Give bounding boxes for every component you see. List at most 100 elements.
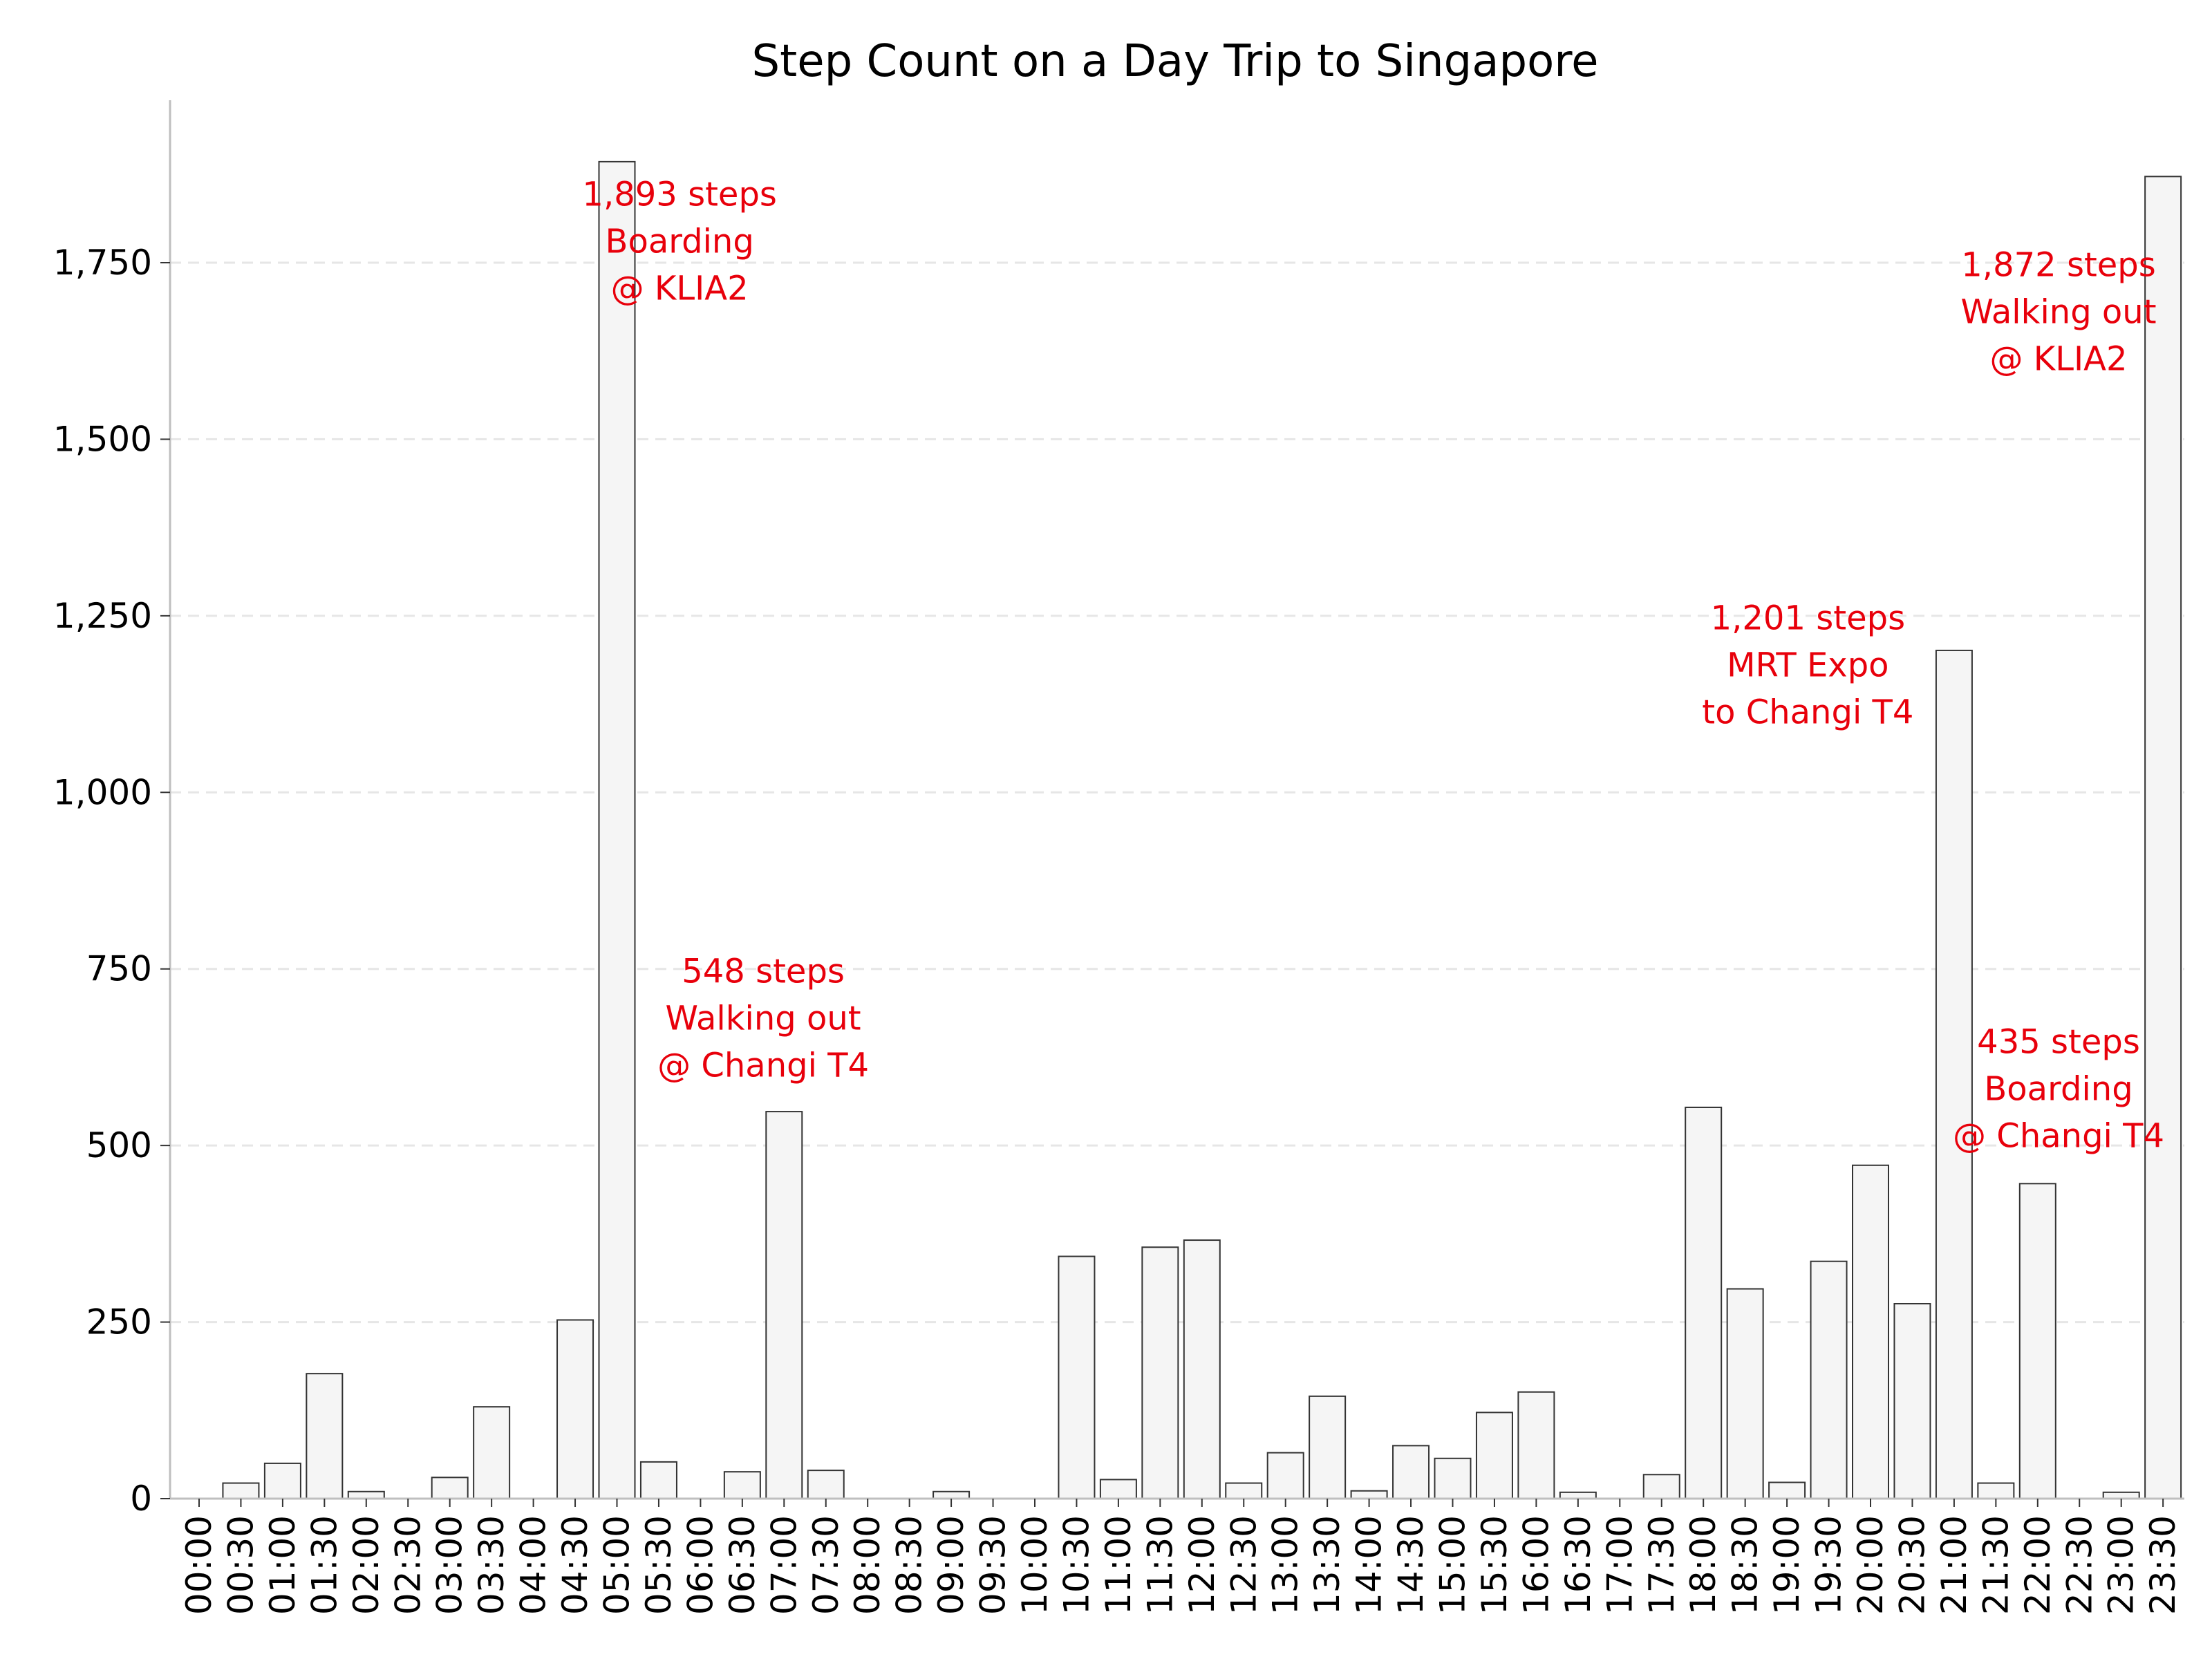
bar [2144,176,2182,1499]
annotation-line: @ Changi T4 [1953,1116,2164,1155]
bar [1726,1288,1764,1500]
x-tick-label: 03:00 [430,1515,470,1615]
bar [1266,1452,1304,1499]
bar [639,1461,677,1499]
bar [1852,1164,1889,1500]
x-tick-label: 13:00 [1266,1515,1306,1615]
bar [1225,1482,1263,1499]
x-tick-label: 08:00 [847,1515,888,1615]
annotation-line: Boarding [606,222,754,261]
x-tick-label: 01:00 [263,1515,303,1615]
bar [807,1470,845,1500]
x-tick-label: 04:00 [514,1515,554,1615]
annotation-line: to Changi T4 [1702,693,1913,731]
annotation-line: @ KLIA2 [1990,340,2128,379]
bar [1685,1106,1723,1499]
y-tick-label: 750 [86,949,152,989]
x-tick-label: 13:30 [1307,1515,1347,1615]
x-tick-label: 06:30 [722,1515,762,1615]
bar [1392,1445,1430,1499]
bar [932,1490,971,1499]
x-tick-label: 10:30 [1056,1515,1096,1615]
annotation: 1,201 steps MRT Expo to Changi T4 [1702,599,1913,731]
x-tick-label: 00:30 [221,1515,261,1615]
x-tick-label: 23:30 [2143,1515,2183,1615]
bar [263,1462,301,1499]
x-tick-label: 15:30 [1474,1515,1515,1615]
gridlines [170,261,2184,1324]
axes [169,100,2184,1500]
bars [222,160,2182,1500]
x-tick-label: 12:00 [1182,1515,1222,1615]
x-tick-label: 21:30 [1976,1515,2016,1615]
bar [306,1373,344,1499]
x-tick-label: 22:30 [2059,1515,2099,1615]
bar [1893,1303,1931,1500]
y-tick-label: 500 [86,1125,152,1165]
x-tick-label: 00:00 [179,1515,219,1615]
y-tick-label: 1,000 [53,772,152,812]
x-tick-label: 23:00 [2101,1515,2141,1615]
x-tick-label: 07:00 [764,1515,804,1615]
x-tick-label: 20:30 [1892,1515,1932,1615]
annotations: 1,893 steps Boarding @ KLIA2 548 steps Walki… [582,175,2164,1155]
bar [222,1482,260,1499]
x-tick-label: 16:30 [1558,1515,1598,1615]
bar [598,160,636,1499]
bar [473,1406,511,1499]
bar [1058,1255,1096,1499]
bar [1183,1239,1221,1499]
y-tick-label: 250 [86,1302,152,1342]
bar [765,1111,803,1499]
x-tick-label: 17:00 [1600,1515,1640,1615]
x-tick-label: 18:00 [1683,1515,1723,1615]
annotation-line: @ Changi T4 [657,1046,869,1085]
annotation-line: @ KLIA2 [611,269,749,308]
x-tick-label: 22:00 [2018,1515,2058,1615]
x-tick-label: 14:00 [1349,1515,1389,1615]
x-tick-label: 06:00 [680,1515,720,1615]
bar [1309,1395,1347,1499]
annotation-line: 1,872 steps [1961,246,2156,285]
x-tick-label: 02:00 [346,1515,386,1615]
bar [1768,1481,1806,1499]
y-tick-label: 1,250 [53,596,152,636]
bar [1350,1490,1388,1500]
y-tick-label: 0 [130,1479,152,1519]
y-tick-label: 1,750 [53,243,152,283]
bar [1434,1457,1472,1500]
chart-title: Step Count on a Day Trip to Singapore [751,36,1598,87]
x-tick-label: 16:00 [1516,1515,1556,1615]
x-tick-label: 09:00 [931,1515,971,1615]
annotation: 435 steps Boarding @ Changi T4 [1953,1022,2164,1155]
bar [1141,1246,1179,1499]
bar [1475,1412,1513,1499]
x-tick-label: 20:00 [1850,1515,1891,1615]
bar [347,1490,385,1499]
x-tick-label: 03:30 [471,1515,512,1615]
annotation-line: 1,201 steps [1711,599,1906,637]
x-tick-label: 11:30 [1140,1515,1180,1615]
x-tick-label: 18:30 [1725,1515,1765,1615]
x-tick-label: 14:30 [1391,1515,1431,1615]
bar [1977,1482,2015,1499]
annotation-line: Walking out [1961,293,2157,332]
x-tick-label: 12:30 [1224,1515,1264,1615]
x-tick-label: 02:30 [388,1515,428,1615]
bar [1642,1474,1680,1500]
bar [556,1319,594,1500]
annotation-line: 548 steps [682,952,845,991]
x-tick-label: 08:30 [890,1515,930,1615]
annotation-line: Boarding [1984,1069,2133,1108]
bar [1810,1260,1848,1499]
x-tick-label: 19:30 [1809,1515,1849,1615]
annotation-line: 1,893 steps [582,175,777,214]
x-tick-label: 05:30 [639,1515,679,1615]
x-tick-label: 09:30 [973,1515,1013,1615]
annotation-line: 435 steps [1977,1022,2140,1061]
x-tick-label: 05:00 [597,1515,637,1615]
annotation: 1,893 steps Boarding @ KLIA2 [582,175,777,308]
x-tick-label: 11:00 [1098,1515,1138,1615]
x-tick-label: 10:00 [1015,1515,1055,1615]
x-tick-label: 07:30 [806,1515,846,1615]
